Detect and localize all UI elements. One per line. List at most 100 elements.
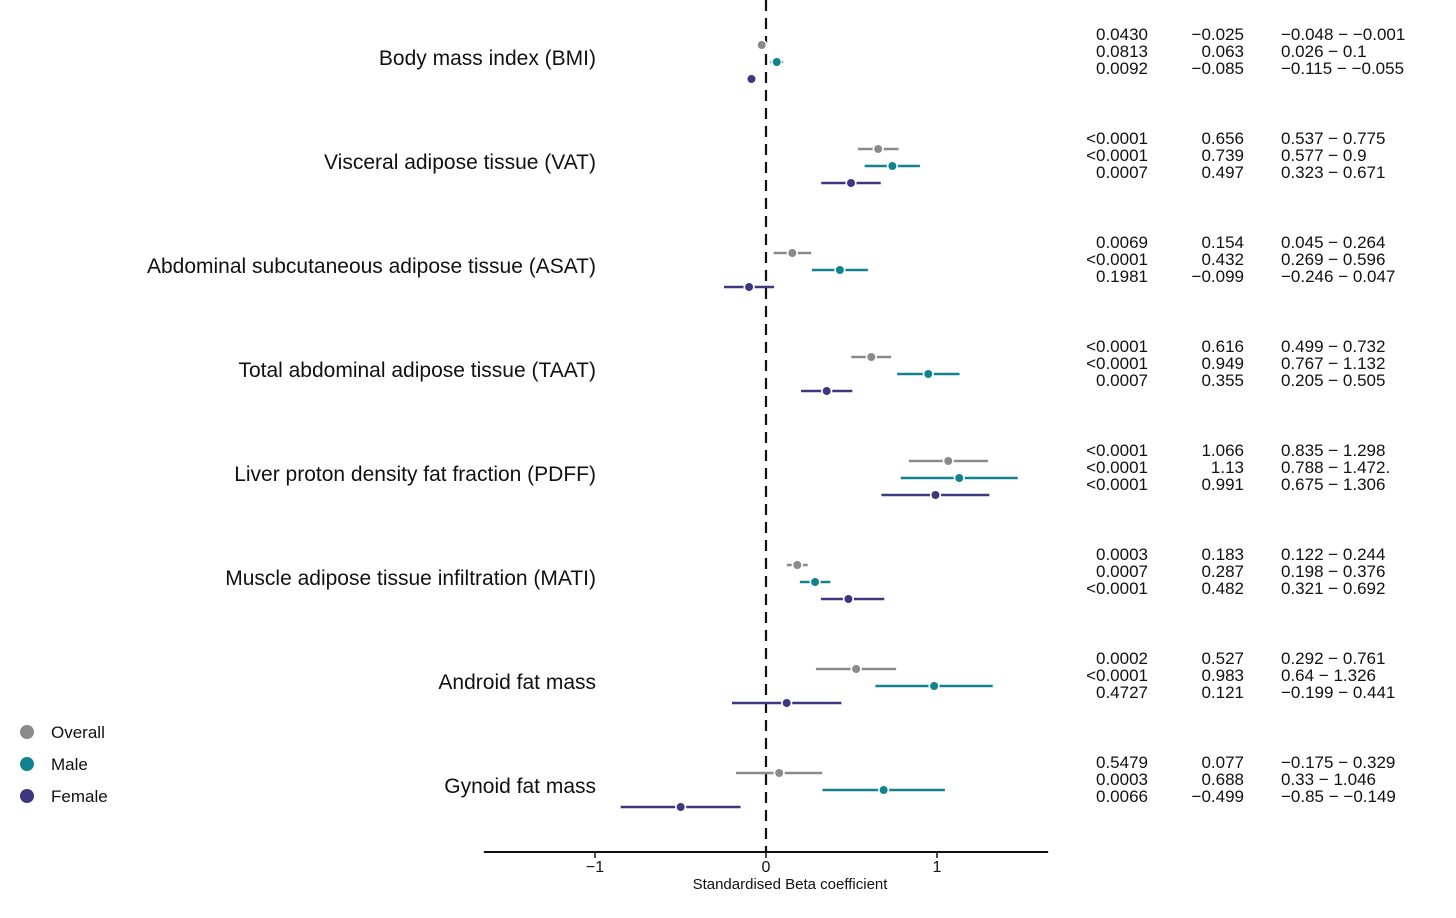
estimate-point [928,680,940,692]
ci-range: 0.33 − 1.046 [1281,770,1376,789]
p-value: <0.0001 [1086,146,1148,165]
estimate-point [842,593,855,605]
legend-label: Male [51,755,88,774]
row-label: Abdominal subcutaneous adipose tissue (A… [147,255,596,278]
estimate-point [756,39,768,51]
beta-value: 0.287 [1201,562,1244,581]
beta-value: −0.025 [1192,25,1244,44]
ci-range: −0.048 − −0.001 [1281,25,1405,44]
beta-value: 0.983 [1201,666,1244,685]
beta-value: −0.499 [1192,787,1244,806]
estimate-point [886,160,898,172]
legend-label: Overall [51,723,105,742]
row-label: Gynoid fat mass [444,775,596,798]
forest-row: Android fat mass 0.0002 0.527 0.292 − 0.761… [438,649,1395,709]
ci-range: −0.115 − −0.055 [1281,59,1404,78]
p-value: 0.0003 [1096,770,1148,789]
p-value: <0.0001 [1086,475,1148,494]
forest-row: Body mass index (BMI) 0.0430 −0.025 −0.048 … [379,25,1405,85]
estimate-point [773,767,785,779]
beta-value: 1.066 [1201,441,1244,460]
beta-value: 1.13 [1211,458,1244,477]
ci-range: −0.246 − 0.047 [1281,267,1395,286]
p-value: <0.0001 [1086,337,1148,356]
beta-value: −0.085 [1192,59,1244,78]
ci-range: 0.323 − 0.671 [1281,163,1385,182]
estimate-point [809,576,821,588]
estimate-point [953,472,965,484]
ci-range: 0.835 − 1.298 [1281,441,1385,460]
beta-value: −0.099 [1192,267,1244,286]
p-value: 0.0092 [1096,59,1148,78]
row-label: Total abdominal adipose tissue (TAAT) [238,359,596,382]
row-label: Liver proton density fat fraction (PDFF) [234,463,596,486]
ci-range: −0.199 − 0.441 [1281,683,1395,702]
forest-row: Total abdominal adipose tissue (TAAT) <0.… [238,337,1385,397]
estimate-point [821,385,833,397]
ci-range: −0.85 − −0.149 [1281,787,1396,806]
p-value: 0.0007 [1096,371,1148,390]
beta-value: 0.527 [1201,649,1244,668]
p-value: <0.0001 [1086,441,1148,460]
estimate-point [922,368,934,380]
row-label: Muscle adipose tissue infiltration (MATI… [225,567,596,590]
legend-marker [20,757,34,771]
forest-row: Liver proton density fat fraction (PDFF)… [234,441,1390,501]
p-value: <0.0001 [1086,354,1148,373]
legend-label: Female [51,787,108,806]
estimate-point [786,247,798,259]
x-tick-label: 0 [762,859,771,876]
beta-value: 0.616 [1201,337,1244,356]
beta-value: 0.991 [1201,475,1244,494]
ci-range: 0.499 − 0.732 [1281,337,1385,356]
estimate-point [942,455,954,467]
beta-value: 0.183 [1201,545,1244,564]
beta-value: 0.355 [1201,371,1244,390]
beta-value: 0.063 [1201,42,1244,61]
ci-range: 0.788 − 1.472. [1281,458,1390,477]
row-label: Visceral adipose tissue (VAT) [324,151,596,174]
ci-range: 0.026 − 0.1 [1281,42,1367,61]
beta-value: 0.656 [1201,129,1244,148]
beta-value: 0.949 [1201,354,1244,373]
p-value: <0.0001 [1086,129,1148,148]
p-value: <0.0001 [1086,579,1148,598]
estimate-point [743,281,755,293]
ci-range: 0.122 − 0.244 [1281,545,1385,564]
x-axis: −1 0 1 Standardised Beta coefficient [483,851,1049,893]
p-value: 0.4727 [1096,683,1148,702]
x-tick-label: −1 [586,859,604,876]
p-value: 0.5479 [1096,753,1148,772]
beta-value: 0.497 [1201,163,1244,182]
legend-marker [20,725,34,739]
estimate-point [929,489,942,501]
estimate-point [781,697,793,709]
beta-value: 0.482 [1201,579,1244,598]
estimate-point [745,73,758,85]
beta-value: 0.688 [1201,770,1244,789]
p-value: 0.0069 [1096,233,1148,252]
estimate-point [850,663,862,675]
ci-range: −0.175 − 0.329 [1281,753,1395,772]
estimate-point [834,264,846,276]
x-axis-title: Standardised Beta coefficient [693,876,889,893]
row-label: Body mass index (BMI) [379,47,596,70]
forest-row: Visceral adipose tissue (VAT) <0.0001 0.65… [324,129,1385,189]
estimate-point [771,56,783,68]
ci-range: 0.321 − 0.692 [1281,579,1385,598]
p-value: 0.0430 [1096,25,1148,44]
p-value: <0.0001 [1086,458,1148,477]
beta-value: 0.739 [1201,146,1244,165]
ci-range: 0.045 − 0.264 [1281,233,1385,252]
beta-value: 0.077 [1201,753,1244,772]
estimate-point [865,351,877,363]
p-value: 0.0007 [1096,562,1148,581]
ci-range: 0.269 − 0.596 [1281,250,1385,269]
p-value: <0.0001 [1086,250,1148,269]
p-value: 0.0813 [1096,42,1148,61]
p-value: 0.0066 [1096,787,1148,806]
beta-value: 0.154 [1201,233,1244,252]
forest-row: Muscle adipose tissue infiltration (MATI… [225,545,1385,605]
x-tick-label: 1 [933,859,942,876]
